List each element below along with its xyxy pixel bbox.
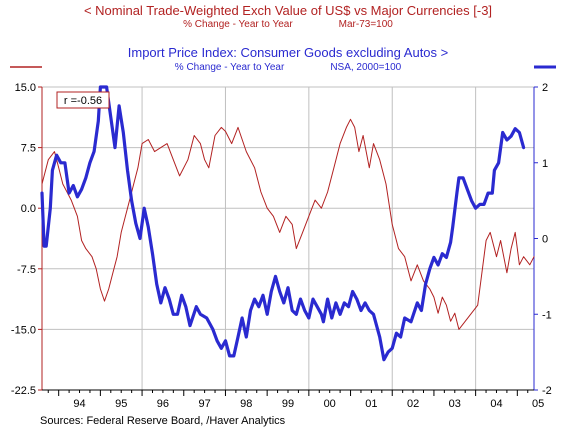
series1-units: % Change - Year to Year bbox=[183, 19, 293, 30]
x-tick-label: 96 bbox=[157, 398, 169, 410]
right-tick-label: -1 bbox=[542, 309, 552, 321]
right-tick-label: 0 bbox=[542, 234, 548, 246]
annotation-group: r =-0.56 bbox=[56, 91, 110, 109]
x-tick-label: 02 bbox=[407, 398, 419, 410]
x-tick-label: 94 bbox=[73, 398, 85, 410]
left-tick-label: 15.0 bbox=[15, 82, 36, 94]
series2-units: % Change - Year to Year bbox=[174, 62, 285, 73]
right-tick-label: 2 bbox=[542, 82, 548, 94]
x-tick-label: 99 bbox=[282, 398, 294, 410]
left-tick-label: 7.5 bbox=[21, 143, 36, 155]
series2-subtitle: % Change - Year to Year NSA, 2000=100 bbox=[0, 62, 576, 73]
annotation-box bbox=[56, 91, 110, 109]
source-note: Sources: Federal Reserve Board, /Haver A… bbox=[40, 415, 286, 427]
left-tick-label: -7.5 bbox=[17, 264, 36, 276]
series1-subtitle: % Change - Year to Year Mar-73=100 bbox=[0, 19, 576, 30]
x-tick-label: 04 bbox=[490, 398, 502, 410]
left-tick-label: 0.0 bbox=[21, 203, 36, 215]
series bbox=[40, 85, 535, 362]
ticks: 15.0 7.5 0.0 -7.5 -15.0 -22.5 2 1 0 -1 -2 94 95 96 97 9… bbox=[11, 82, 552, 410]
x-tick-label: 00 bbox=[324, 398, 336, 410]
series-line-exchange-value bbox=[41, 118, 535, 330]
x-tick-label: 97 bbox=[198, 398, 210, 410]
x-tick-label: 03 bbox=[449, 398, 461, 410]
series-line-import-price bbox=[40, 85, 526, 362]
left-tick-label: -22.5 bbox=[11, 385, 36, 397]
right-tick-label: 1 bbox=[542, 158, 548, 170]
right-tick-label: -2 bbox=[542, 385, 552, 397]
series2-title: Import Price Index: Consumer Goods exclu… bbox=[127, 45, 449, 60]
series1-base: Mar-73=100 bbox=[338, 19, 393, 30]
x-tick-label: 98 bbox=[240, 398, 252, 410]
axes bbox=[10, 65, 556, 391]
series1-title: < Nominal Trade-Weighted Exch Value of U… bbox=[83, 3, 493, 18]
annotation-text: r =-0.56 bbox=[64, 95, 102, 107]
x-tick-label: 95 bbox=[115, 398, 127, 410]
x-tick-label: 05 bbox=[532, 398, 544, 410]
series2-base: NSA, 2000=100 bbox=[330, 62, 402, 73]
left-tick-label: -15.0 bbox=[11, 324, 36, 336]
x-tick-label: 01 bbox=[365, 398, 377, 410]
